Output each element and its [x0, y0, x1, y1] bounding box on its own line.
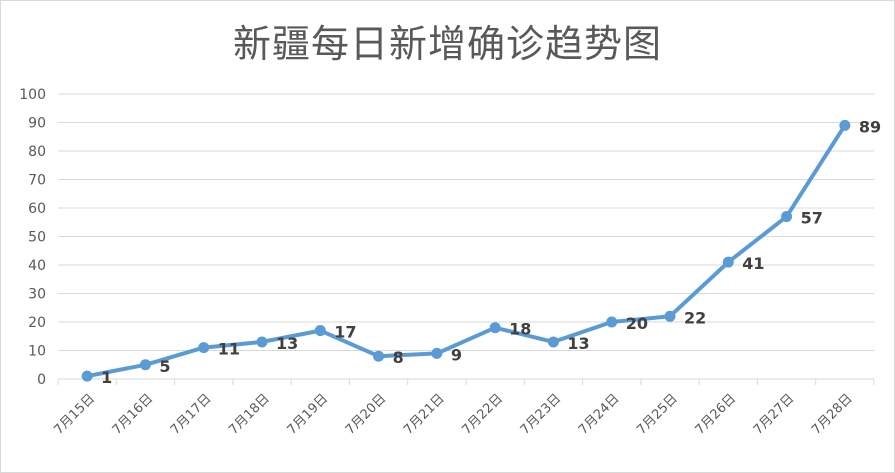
data-label: 18 — [509, 320, 531, 339]
y-tick-label: 50 — [28, 230, 46, 246]
x-tick-label: 7月25日 — [634, 391, 681, 438]
data-label: 5 — [159, 357, 170, 376]
gridlines — [58, 93, 874, 380]
x-tick-label: 7月28日 — [809, 391, 856, 438]
x-tick-label: 7月23日 — [518, 391, 565, 438]
series-layer — [81, 119, 851, 382]
y-axis-ticks: 0 10 20 30 40 50 60 70 80 90 100 — [19, 87, 46, 388]
y-tick-label: 60 — [28, 201, 46, 217]
x-tick-label: 7月19日 — [285, 391, 332, 438]
x-tick-label: 7月24日 — [576, 391, 623, 438]
data-point — [547, 336, 559, 348]
x-tick-label: 7月22日 — [459, 391, 506, 438]
data-label: 13 — [567, 334, 589, 353]
data-label: 1 — [101, 368, 112, 387]
y-tick-label: 0 — [37, 372, 46, 388]
x-axis-ticks: 7月15日 7月16日 7月17日 7月18日 7月19日 7月20日 7月21日 7月22日… — [51, 379, 875, 438]
x-tick-label: 7月20日 — [343, 391, 390, 438]
data-label: 8 — [393, 348, 404, 367]
y-tick-label: 70 — [28, 173, 46, 189]
x-tick-label: 7月17日 — [168, 391, 215, 438]
y-tick-label: 10 — [28, 344, 46, 360]
data-label: 20 — [626, 314, 648, 333]
data-point — [489, 322, 501, 334]
data-label: 57 — [801, 209, 823, 228]
data-label: 11 — [218, 340, 240, 359]
data-label: 13 — [276, 334, 298, 353]
y-tick-label: 40 — [28, 258, 46, 274]
x-tick-label: 7月18日 — [226, 391, 273, 438]
series-line — [85, 123, 847, 379]
data-point — [314, 325, 326, 337]
data-label: 41 — [742, 254, 764, 273]
data-point — [664, 310, 676, 322]
data-point — [81, 370, 93, 382]
data-label: 22 — [684, 308, 706, 327]
data-point — [722, 256, 734, 268]
y-tick-label: 80 — [28, 144, 46, 160]
data-point — [373, 350, 385, 362]
y-tick-label: 20 — [28, 315, 46, 331]
x-tick-label: 7月16日 — [110, 391, 157, 438]
data-label: 17 — [334, 323, 356, 342]
x-tick-label: 7月27日 — [751, 391, 798, 438]
y-tick-label: 100 — [19, 87, 46, 103]
x-tick-label: 7月21日 — [401, 391, 448, 438]
y-tick-label: 90 — [28, 116, 46, 132]
chart-title: 新疆每日新增确诊趋势图 — [232, 22, 662, 66]
x-tick-label: 7月15日 — [51, 391, 98, 438]
y-tick-label: 30 — [28, 287, 46, 303]
data-label: 89 — [859, 117, 881, 136]
data-point — [431, 347, 443, 359]
x-tick-label: 7月26日 — [693, 391, 740, 438]
data-point — [781, 211, 793, 223]
data-point — [139, 359, 151, 371]
data-point — [198, 342, 210, 354]
data-point — [839, 119, 851, 131]
data-label: 9 — [451, 345, 462, 364]
data-point — [256, 336, 268, 348]
data-point — [606, 316, 618, 328]
